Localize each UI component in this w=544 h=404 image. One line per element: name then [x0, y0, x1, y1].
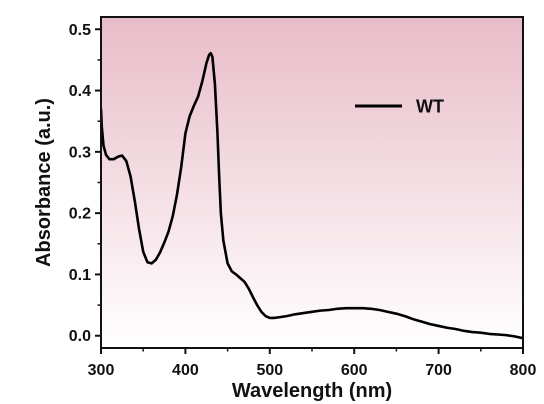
x-tick-label: 400 [172, 362, 199, 379]
y-tick-label: 0.1 [69, 267, 91, 284]
x-axis-title: Wavelength (nm) [232, 380, 392, 402]
series-layer [101, 51, 523, 340]
y-tick-label: 0.2 [69, 206, 91, 223]
plot-background [101, 17, 523, 348]
x-tick-label: 700 [425, 362, 452, 379]
x-axis: 300 400 500 600 700 800 [88, 348, 537, 379]
y-tick-label: 0.4 [69, 83, 91, 100]
y-tick-label: 0.3 [69, 144, 91, 161]
y-tick-label: 0.5 [69, 22, 91, 39]
x-tick-label: 600 [341, 362, 368, 379]
series-line-wt [101, 51, 523, 340]
legend: WT [355, 97, 444, 117]
x-tick-label: 800 [510, 362, 537, 379]
x-tick-label: 300 [88, 362, 115, 379]
y-tick-label: 0.0 [69, 328, 91, 345]
y-axis-title: Absorbance (a.u.) [33, 98, 55, 267]
x-tick-label: 500 [256, 362, 283, 379]
legend-label-wt: WT [416, 97, 444, 117]
y-axis: 0.0 0.1 0.2 0.3 0.4 0.5 [69, 22, 101, 345]
